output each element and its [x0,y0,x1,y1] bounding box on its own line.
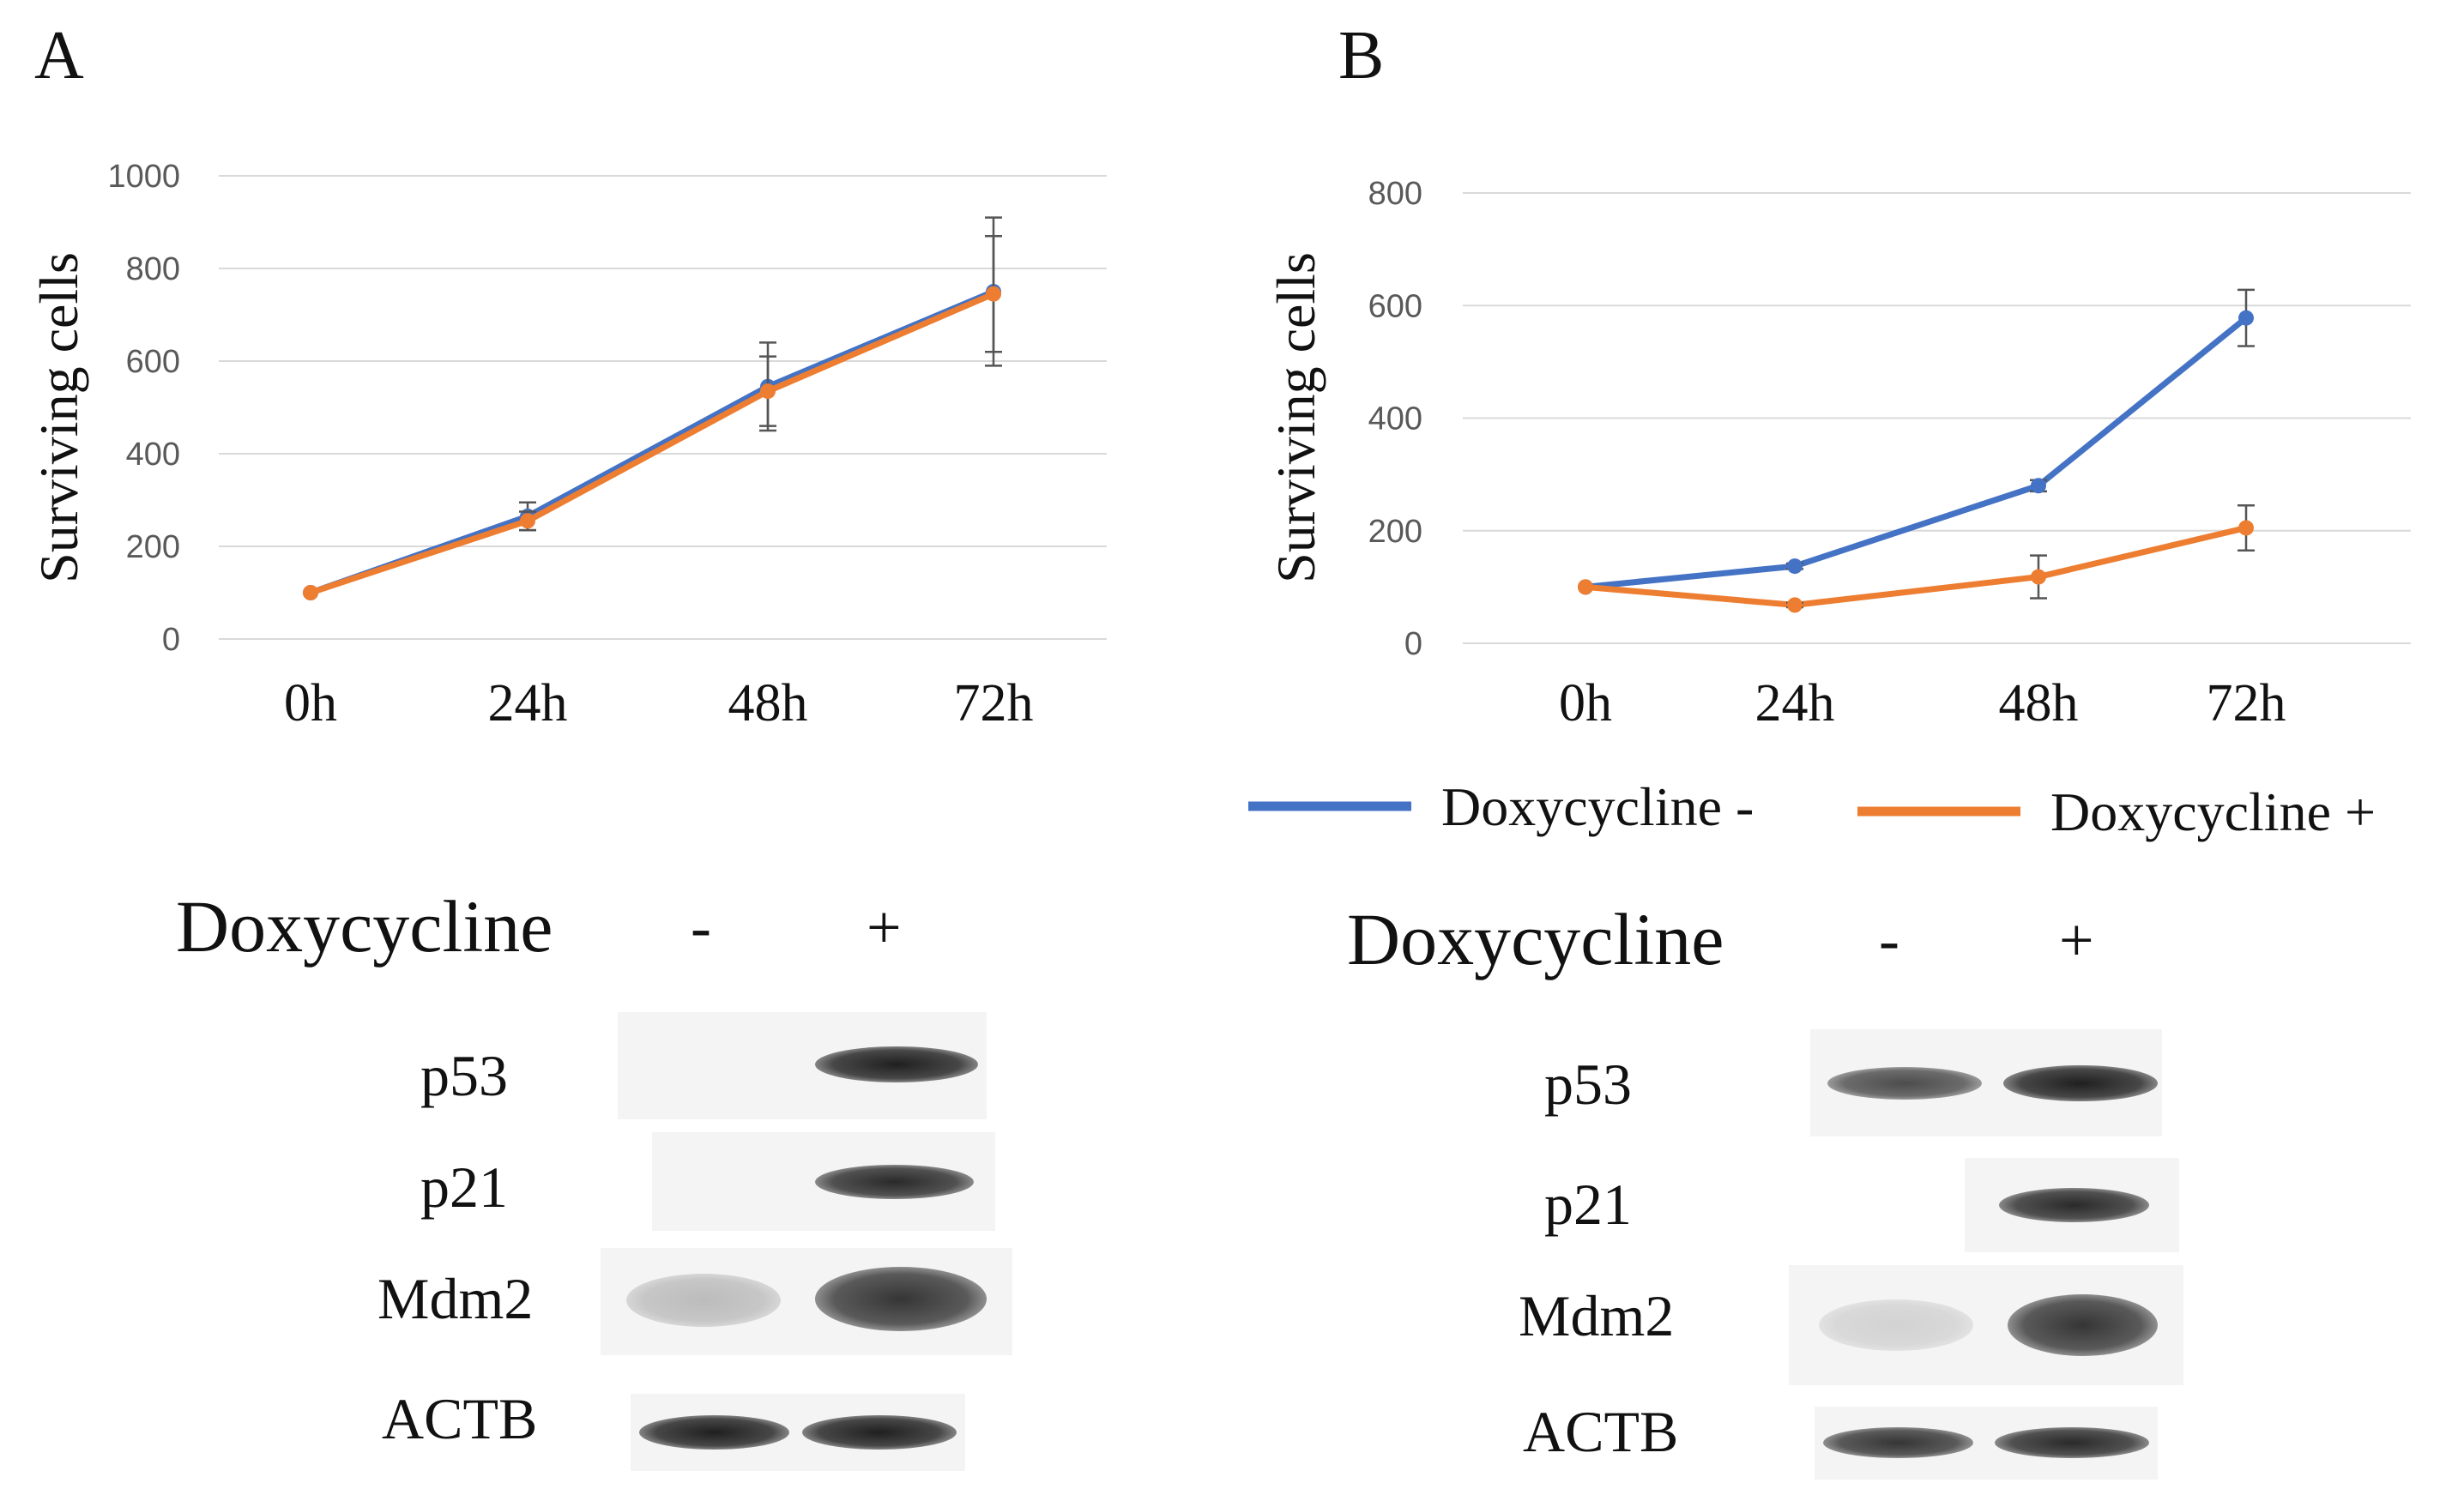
legend-label-b-1: Doxycycline + [2050,781,2376,842]
data-point-b-1-2 [2031,569,2046,585]
band-label-p53-b: p53 [1544,1052,1632,1117]
y-tick-label-a-5: 1000 [107,159,180,195]
y-tick-label-a-0: 0 [162,622,180,658]
dox-plus-label-a: + [867,893,902,961]
panel-letter-a: A [34,18,84,93]
y-tick-label-b-2: 400 [1368,401,1422,437]
dox-minus-label-a: - [691,893,711,961]
y-axis-label-b: Surviving cells [1265,252,1326,583]
data-point-a-1-3 [986,286,1001,302]
dox-plus-label-b: + [2059,906,2094,974]
blot-p21-a [652,1132,995,1231]
blot-actb-a [631,1394,965,1471]
band-p53-minus-a [635,1046,789,1082]
y-tick-label-b-3: 600 [1368,288,1422,324]
panel-letter-b: B [1338,18,1385,93]
band-p21-plus-a [815,1165,974,1199]
data-point-a-1-1 [520,513,535,529]
band-actb-plus-a [802,1415,957,1450]
band-label-p21-b: p21 [1544,1172,1632,1237]
data-point-b-1-0 [1578,579,1593,595]
band-label-p53-a: p53 [420,1043,508,1108]
y-tick-label-a-1: 200 [126,529,180,565]
band-p21-plus-b [1999,1188,2149,1222]
band-mdm2-plus-b [2008,1294,2158,1356]
y-tick-label-a-3: 600 [126,344,180,380]
y-tick-label-b-1: 200 [1368,514,1422,550]
series-line-a-1 [309,291,995,596]
band-mdm2-minus-b [1819,1299,1973,1351]
x-tick-label-a-1: 24h [488,674,568,732]
series-line-b-0 [1585,315,2249,590]
dox-minus-label-b: - [1879,906,1899,974]
blot-p21-b [1965,1158,2179,1252]
blot-mdm2-a [601,1248,1012,1355]
band-label-mdm2-b: Mdm2 [1519,1283,1675,1348]
data-point-b-1-1 [1787,597,1803,613]
data-point-b-0-3 [2238,310,2254,326]
band-p53-minus-b [1827,1067,1982,1100]
x-tick-label-b-3: 72h [2207,674,2286,732]
band-label-actb-b: ACTB [1523,1399,1679,1464]
blot-p53-a [618,1012,987,1119]
y-tick-label-b-4: 800 [1368,176,1422,212]
band-mdm2-plus-a [815,1267,987,1331]
y-tick-label-b-0: 0 [1404,626,1422,662]
x-tick-label-a-3: 72h [954,674,1034,732]
data-point-b-0-1 [1787,558,1803,575]
band-label-p21-a: p21 [420,1154,508,1220]
data-point-a-1-0 [303,585,318,600]
y-axis-label-a: Surviving cells [28,252,89,583]
y-tick-label-a-4: 800 [126,251,180,287]
doxycycline-title-a: Doxycycline [176,885,553,968]
band-actb-plus-b [1995,1427,2149,1458]
x-tick-label-b-0: 0h [1559,674,1612,732]
data-point-b-0-2 [2031,478,2046,494]
blot-actb-b [1815,1407,2158,1480]
band-actb-minus-a [639,1415,789,1450]
data-point-b-1-3 [2238,520,2254,536]
band-p53-plus-a [815,1046,978,1082]
survival-charts: 0 200 400 600 800 1000 0h 24h 48h 72h Surviving ce… [28,159,2411,842]
band-p53-plus-b [2003,1065,2158,1101]
band-label-mdm2-a: Mdm2 [377,1266,534,1331]
legend-label-b-0: Doxycycline - [1441,776,1754,837]
x-tick-label-b-1: 24h [1755,674,1835,732]
series-line-b-1 [1585,525,2247,608]
band-p21-minus-a [661,1165,806,1199]
band-label-actb-a: ACTB [382,1386,538,1451]
doxycycline-title-b: Doxycycline [1347,898,1724,980]
x-tick-label-a-2: 48h [728,674,808,732]
blot-mdm2-b [1789,1265,2183,1385]
x-tick-label-b-2: 48h [1999,674,2079,732]
band-actb-minus-b [1823,1427,1973,1458]
x-tick-label-a-0: 0h [284,674,337,732]
data-point-a-1-2 [760,383,776,400]
y-tick-label-a-2: 400 [126,437,180,473]
blot-p53-b [1810,1029,2162,1136]
band-mdm2-minus-a [626,1274,781,1327]
